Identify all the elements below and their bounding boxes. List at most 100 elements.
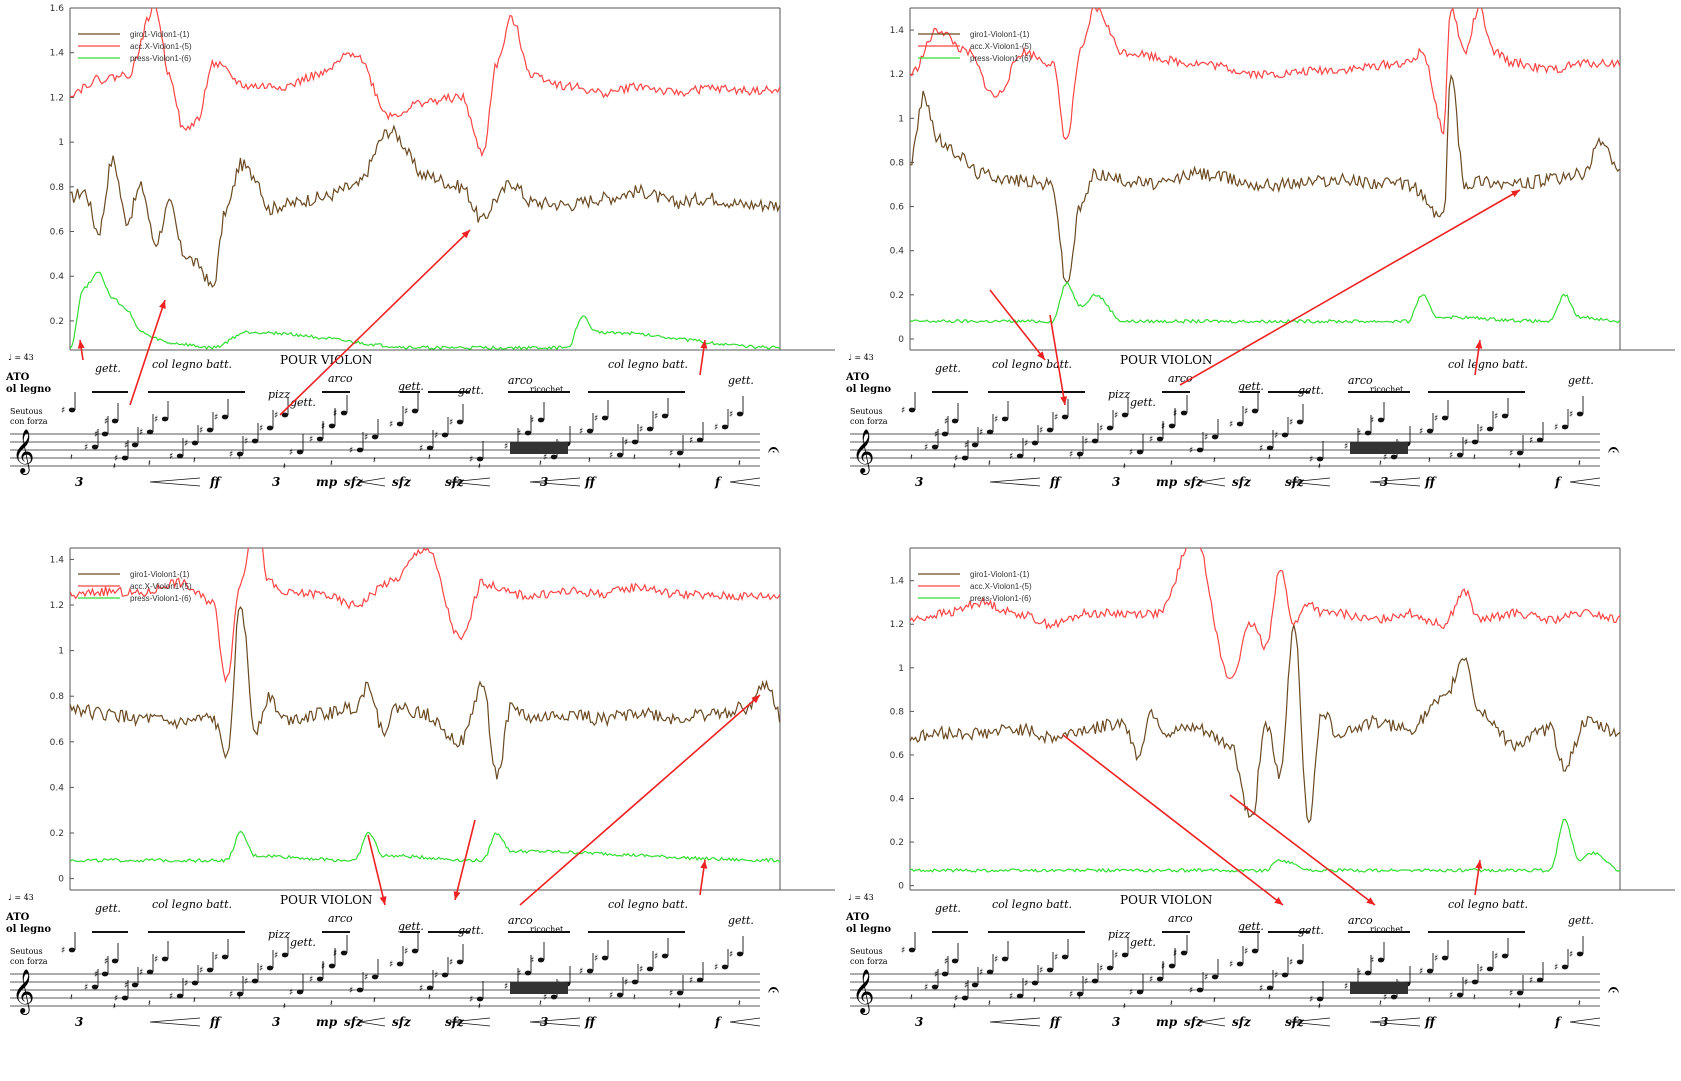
arrow-head-icon (379, 896, 387, 905)
note-head (1106, 965, 1114, 971)
hairpin (989, 477, 1041, 487)
rest-icon: 𝄽 (678, 462, 681, 472)
note-head (1486, 426, 1494, 432)
note-head (101, 971, 109, 977)
sharp-icon: ♯ (944, 957, 948, 967)
note-head (661, 413, 669, 419)
sharp-icon: ♯ (1039, 966, 1043, 976)
sharp-icon: ♯ (1479, 965, 1483, 975)
note-head (1296, 419, 1304, 425)
sharp-icon: ♯ (1204, 973, 1208, 983)
sharp-icon: ♯ (114, 454, 118, 464)
sharp-icon: ♯ (1509, 989, 1513, 999)
note-head (396, 421, 404, 427)
hairpin (1199, 1017, 1226, 1027)
sharp-icon: ♯ (364, 433, 368, 443)
sharp-icon: ♯ (517, 969, 521, 979)
sharp-icon: ♯ (1054, 953, 1058, 963)
sharp-icon: ♯ (404, 407, 408, 417)
note-head (328, 963, 336, 969)
legend-label-acc: acc.X-Violon1-(5) (970, 582, 1032, 591)
note-head (1316, 996, 1324, 1002)
rest-icon: 𝄽 (330, 999, 333, 1009)
rest-icon: 𝄽 (910, 453, 913, 463)
sharp-icon: ♯ (1494, 952, 1498, 962)
y-tick-label: 0.4 (50, 272, 65, 282)
sharp-icon: ♯ (84, 983, 88, 993)
note-head (676, 990, 684, 996)
technique-gett: gett. (458, 384, 484, 397)
series-line-press (910, 818, 1620, 873)
annotation-arrows (367, 694, 761, 906)
tempo-marking: ♩ = 43 (8, 353, 34, 362)
arrow-head-icon (751, 695, 760, 704)
dynamic-ff: ff (209, 475, 222, 489)
rest-icon: 𝄽 (1123, 1002, 1126, 1012)
dynamic-ff: ff (584, 475, 597, 489)
sharp-icon: ♯ (139, 968, 143, 978)
sharp-icon: ♯ (979, 968, 983, 978)
sharp-icon: ♯ (259, 964, 263, 974)
technique-label: ol legno (846, 384, 891, 395)
sharp-icon: ♯ (1039, 426, 1043, 436)
hairpin (449, 1017, 491, 1027)
annotation-arrow (989, 289, 1046, 361)
sharp-icon: ♯ (1084, 437, 1088, 447)
rest-icon: 𝄽 (1033, 456, 1036, 466)
sharp-icon: ♯ (624, 438, 628, 448)
y-tick-label: 0.6 (50, 228, 65, 238)
technique-label: ATO (845, 912, 870, 923)
sharp-icon: ♯ (214, 413, 218, 423)
arrow-head-icon (1511, 190, 1520, 198)
note-head (1456, 992, 1464, 998)
note-head (931, 444, 939, 450)
technique-gett: gett. (1298, 924, 1324, 937)
sharp-icon: ♯ (609, 991, 613, 1001)
sharp-icon: ♯ (229, 450, 233, 460)
hairpin (1569, 477, 1601, 487)
rest-icon: 𝄽 (1123, 462, 1126, 472)
note-head (986, 969, 994, 975)
sharp-icon: ♯ (154, 415, 158, 425)
ricochet-block (1350, 442, 1408, 454)
rest-icon: 𝄽 (70, 453, 73, 463)
sharp-icon: ♯ (530, 956, 534, 966)
sharp-icon: ♯ (729, 410, 733, 420)
note-head (191, 980, 199, 986)
note-head (1180, 950, 1188, 956)
sharp-icon: ♯ (169, 452, 173, 462)
sharp-icon: ♯ (654, 412, 658, 422)
sharp-icon: ♯ (1259, 984, 1263, 994)
sharp-icon: ♯ (1569, 410, 1573, 420)
technique-note: con forza (10, 417, 48, 426)
dynamic-f: f (1554, 1015, 1562, 1029)
note-head (340, 950, 348, 956)
y-tick-label: 1.6 (50, 4, 65, 14)
note-head (971, 442, 979, 448)
legend-label-press: press-Violon1-(6) (970, 54, 1032, 63)
technique-ricochet: ricochet (530, 925, 564, 934)
dynamic-sfz: sfz (344, 475, 364, 489)
annotation-arrow (454, 819, 476, 901)
sharp-icon: ♯ (1309, 455, 1313, 465)
technique-pizz: pizz (268, 928, 290, 941)
tuplet-number: 3 (1112, 475, 1120, 489)
sharp-icon: ♯ (289, 988, 293, 998)
arrow-head-icon (1475, 340, 1483, 349)
sharp-icon: ♯ (1554, 963, 1558, 973)
technique-col-legno: col legno batt. (152, 898, 232, 911)
annotation-arrow (1179, 189, 1521, 386)
note-head (1456, 452, 1464, 458)
y-tick-label: 1.2 (50, 93, 64, 103)
dynamic-ff: ff (209, 1015, 222, 1029)
rest-icon: 𝄽 (193, 996, 196, 1006)
sharp-icon: ♯ (994, 955, 998, 965)
technique-col-legno: col legno batt. (152, 358, 232, 371)
sharp-icon: ♯ (714, 423, 718, 433)
note-head (1046, 967, 1054, 973)
rest-icon: 𝄽 (478, 1002, 481, 1012)
sharp-icon: ♯ (1274, 431, 1278, 441)
sharp-icon: ♯ (1344, 442, 1348, 452)
sharp-icon: ♯ (543, 993, 547, 1003)
ricochet-block (510, 982, 568, 994)
